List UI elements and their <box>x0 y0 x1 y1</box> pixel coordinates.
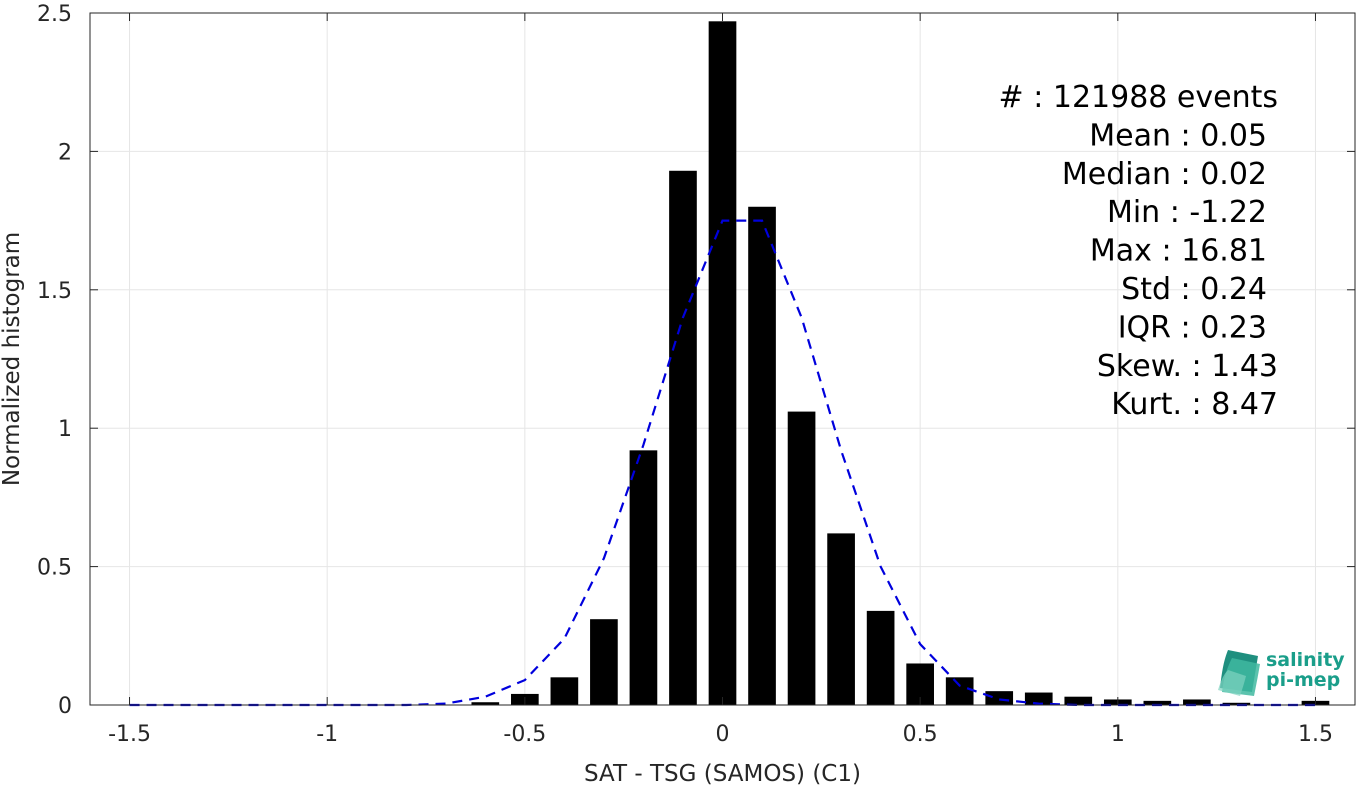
histogram-bar <box>550 677 579 705</box>
histogram-bar <box>629 450 658 705</box>
x-tick-label: 0.5 <box>903 722 938 747</box>
salinity-pi-mep-logo: salinity pi-mep <box>1218 649 1345 696</box>
y-tick-labels: 0 0.5 1 1.5 2 2.5 <box>37 2 72 719</box>
histogram-bar <box>748 206 776 705</box>
axis-ticks <box>90 12 1355 706</box>
y-tick-label: 1.5 <box>37 279 72 304</box>
y-axis-label: Normalized histogram <box>0 232 25 486</box>
histogram-bar <box>1143 700 1172 705</box>
logo-text-pi-mep: pi-mep <box>1266 669 1340 691</box>
gaussian-fit-line <box>129 219 1316 707</box>
stat-line: Skew. : 1.43 <box>1097 349 1278 384</box>
histogram-bar <box>827 533 855 705</box>
stat-line: IQR : 0.23 <box>1118 310 1267 345</box>
x-tick-labels: -1.5 -1 -0.5 0 0.5 1 1.5 <box>108 722 1333 747</box>
stat-line: Mean : 0.05 <box>1089 118 1267 153</box>
histogram-bar <box>1064 696 1093 705</box>
x-tick-label: -0.5 <box>503 722 546 747</box>
histogram-bars <box>471 21 1330 705</box>
y-tick-label: 2 <box>58 140 72 165</box>
y-tick-label: 1 <box>58 417 72 442</box>
histogram-bar <box>945 677 974 705</box>
histogram-bar <box>1183 699 1211 705</box>
histogram-bar <box>471 702 500 705</box>
histogram-bar <box>1222 702 1251 705</box>
stat-line: Kurt. : 8.47 <box>1111 387 1278 422</box>
histogram-bar <box>590 619 618 705</box>
wave-logo-icon <box>1218 650 1260 696</box>
histogram-bar <box>669 170 697 705</box>
histogram-bar <box>708 21 737 705</box>
logo-text-salinity: salinity <box>1266 649 1345 671</box>
stat-line: Std : 0.24 <box>1121 272 1267 307</box>
stat-line: Min : -1.22 <box>1107 195 1267 230</box>
x-tick-label: 1 <box>1111 722 1125 747</box>
x-tick-label: 1.5 <box>1298 722 1333 747</box>
fit-line-series <box>129 219 1316 707</box>
x-tick-label: -1 <box>316 722 338 747</box>
histogram-bar <box>1024 692 1053 705</box>
histogram-bar <box>866 610 895 705</box>
x-axis-label: SAT - TSG (SAMOS) (C1) <box>584 761 861 785</box>
y-tick-label: 0 <box>58 694 72 719</box>
stat-line: Max : 16.81 <box>1090 234 1267 269</box>
histogram-bar <box>985 691 1014 705</box>
x-tick-label: -1.5 <box>108 722 151 747</box>
stat-line: Median : 0.02 <box>1062 157 1267 192</box>
y-tick-label: 0.5 <box>37 556 72 581</box>
y-tick-label: 2.5 <box>37 2 72 27</box>
stat-line: # : 121988 events <box>999 80 1278 115</box>
histogram-bar <box>787 411 816 705</box>
x-tick-label: 0 <box>716 722 730 747</box>
